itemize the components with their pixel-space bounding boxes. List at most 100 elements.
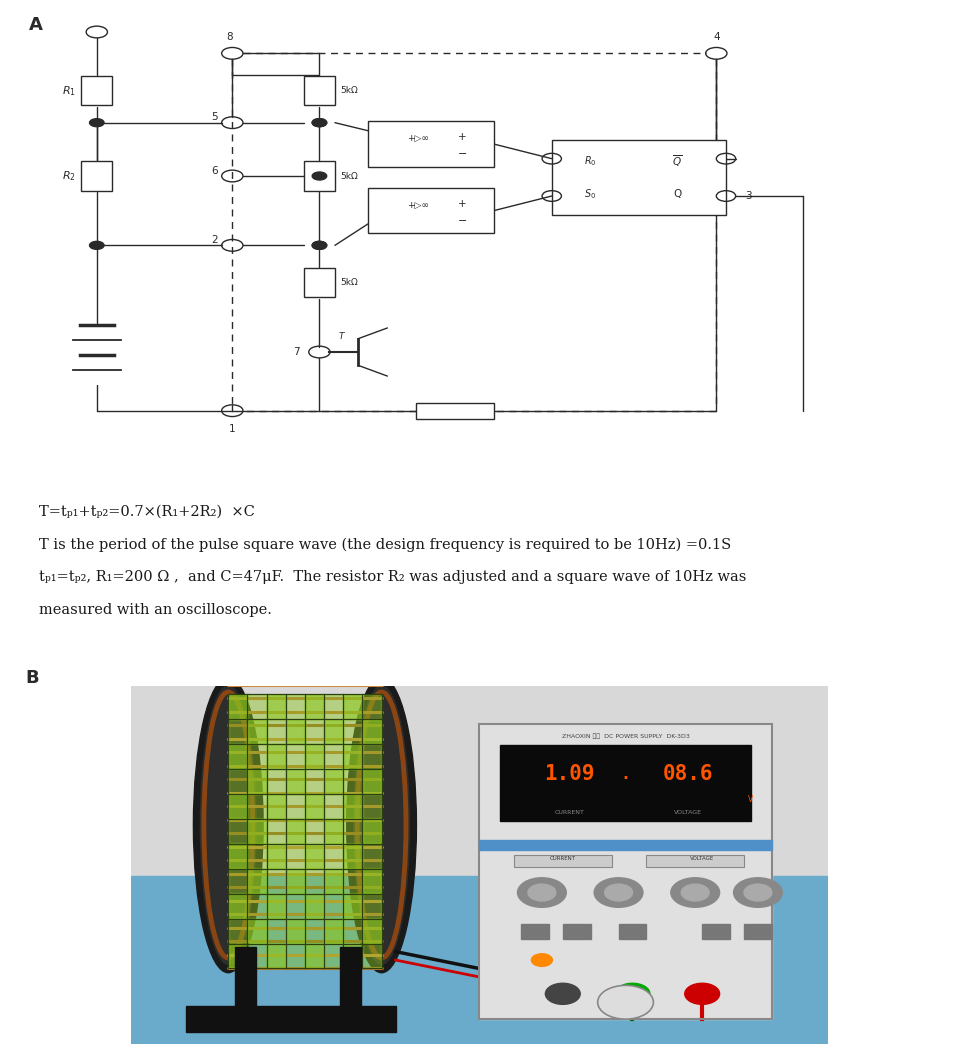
Bar bbox=[287, 820, 304, 843]
Bar bbox=[325, 745, 343, 769]
Bar bbox=[306, 844, 323, 868]
Text: 8: 8 bbox=[227, 32, 232, 41]
Bar bbox=[514, 855, 612, 867]
Text: CURRENT: CURRENT bbox=[550, 857, 576, 861]
Circle shape bbox=[312, 118, 327, 127]
Text: T is the period of the pulse square wave (the design frequency is required to be: T is the period of the pulse square wave… bbox=[39, 538, 731, 552]
Text: $R_0$: $R_0$ bbox=[584, 154, 596, 168]
Text: T: T bbox=[339, 332, 345, 342]
Bar bbox=[229, 844, 247, 868]
Circle shape bbox=[528, 884, 556, 901]
Bar bbox=[248, 844, 266, 868]
Text: VOLTAGE: VOLTAGE bbox=[690, 857, 714, 861]
Bar bbox=[702, 924, 730, 939]
Bar bbox=[344, 745, 362, 769]
Text: 5kΩ: 5kΩ bbox=[341, 279, 358, 287]
Bar bbox=[229, 694, 247, 718]
Text: tₚ₁=tₚ₂, R₁=200 Ω ,  and C=47μF.  The resistor R₂ was adjusted and a square wave: tₚ₁=tₚ₂, R₁=200 Ω , and C=47μF. The resi… bbox=[39, 571, 746, 584]
Bar bbox=[344, 769, 362, 793]
Bar bbox=[267, 894, 285, 918]
Circle shape bbox=[312, 242, 327, 249]
Bar bbox=[416, 403, 494, 419]
Bar bbox=[306, 745, 323, 769]
Bar bbox=[248, 769, 266, 793]
Bar bbox=[325, 720, 343, 744]
Bar bbox=[552, 140, 726, 214]
Text: +: + bbox=[458, 132, 467, 142]
Bar bbox=[479, 724, 771, 1019]
Circle shape bbox=[518, 878, 566, 907]
Text: measured with an oscilloscope.: measured with an oscilloscope. bbox=[39, 603, 272, 617]
Bar bbox=[306, 944, 323, 968]
Bar bbox=[248, 745, 266, 769]
Circle shape bbox=[531, 954, 553, 966]
Bar bbox=[248, 794, 266, 819]
Bar bbox=[479, 724, 771, 1019]
Text: A: A bbox=[29, 16, 43, 34]
Text: +: + bbox=[458, 199, 467, 209]
Bar bbox=[344, 820, 362, 843]
Bar bbox=[131, 876, 828, 1044]
Circle shape bbox=[615, 983, 650, 1004]
Bar bbox=[267, 944, 285, 968]
Bar bbox=[248, 919, 266, 943]
Bar bbox=[363, 844, 380, 868]
Bar bbox=[229, 720, 247, 744]
Bar bbox=[363, 820, 380, 843]
Bar bbox=[363, 894, 380, 918]
Bar bbox=[287, 944, 304, 968]
Text: 4: 4 bbox=[713, 32, 719, 41]
Bar bbox=[562, 924, 590, 939]
Bar bbox=[248, 820, 266, 843]
Bar bbox=[267, 794, 285, 819]
Bar bbox=[267, 694, 285, 718]
Bar bbox=[363, 919, 380, 943]
Text: B: B bbox=[25, 669, 39, 687]
Bar bbox=[248, 869, 266, 894]
Text: CURRENT: CURRENT bbox=[555, 810, 585, 814]
Text: 2: 2 bbox=[211, 235, 218, 245]
Bar bbox=[744, 924, 771, 939]
Text: −: − bbox=[458, 215, 467, 226]
Bar bbox=[363, 794, 380, 819]
Bar bbox=[187, 1006, 396, 1032]
Bar bbox=[287, 745, 304, 769]
Text: ZHAOXIN 兆信  DC POWER SUPPLY  DK-3D3: ZHAOXIN 兆信 DC POWER SUPPLY DK-3D3 bbox=[561, 733, 689, 740]
Circle shape bbox=[594, 878, 643, 907]
Bar bbox=[344, 944, 362, 968]
Text: Q: Q bbox=[673, 189, 681, 198]
Bar bbox=[304, 161, 335, 191]
Bar bbox=[619, 924, 647, 939]
Bar bbox=[304, 268, 335, 298]
Bar bbox=[304, 76, 335, 106]
Text: VOLTAGE: VOLTAGE bbox=[675, 810, 702, 814]
Text: +▷∞: +▷∞ bbox=[408, 200, 429, 210]
Bar bbox=[325, 919, 343, 943]
Bar bbox=[287, 869, 304, 894]
Circle shape bbox=[744, 884, 771, 901]
Bar bbox=[363, 694, 380, 718]
Bar bbox=[368, 121, 494, 167]
Bar bbox=[344, 894, 362, 918]
Bar bbox=[521, 924, 549, 939]
Bar bbox=[306, 720, 323, 744]
Bar bbox=[344, 919, 362, 943]
Bar bbox=[306, 820, 323, 843]
Bar bbox=[287, 919, 304, 943]
Bar bbox=[368, 188, 494, 233]
Bar bbox=[344, 794, 362, 819]
Text: $R_2$: $R_2$ bbox=[62, 169, 76, 183]
Bar bbox=[267, 745, 285, 769]
Bar bbox=[363, 720, 380, 744]
Bar bbox=[325, 769, 343, 793]
Text: +▷∞: +▷∞ bbox=[408, 134, 429, 143]
Bar bbox=[287, 769, 304, 793]
Text: $S_0$: $S_0$ bbox=[584, 187, 596, 200]
Circle shape bbox=[734, 878, 782, 907]
Text: −: − bbox=[458, 149, 467, 159]
Bar bbox=[248, 944, 266, 968]
Bar bbox=[363, 869, 380, 894]
Bar bbox=[306, 794, 323, 819]
Bar bbox=[306, 894, 323, 918]
Bar bbox=[81, 161, 112, 191]
